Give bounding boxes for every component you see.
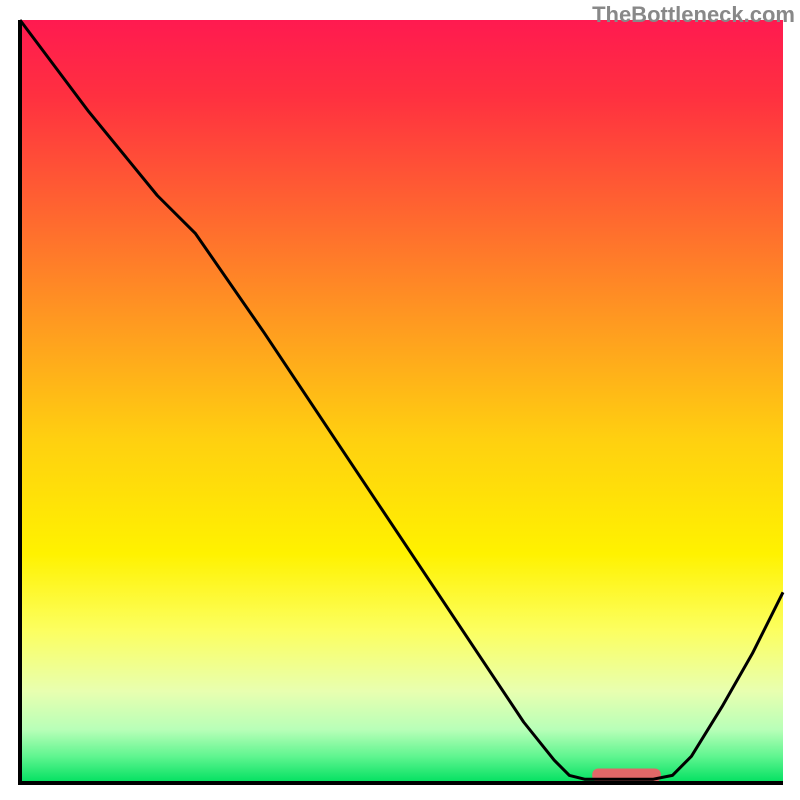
heat-gradient-background (20, 20, 783, 783)
chart-svg (0, 0, 800, 800)
watermark-text: TheBottleneck.com (592, 2, 795, 28)
